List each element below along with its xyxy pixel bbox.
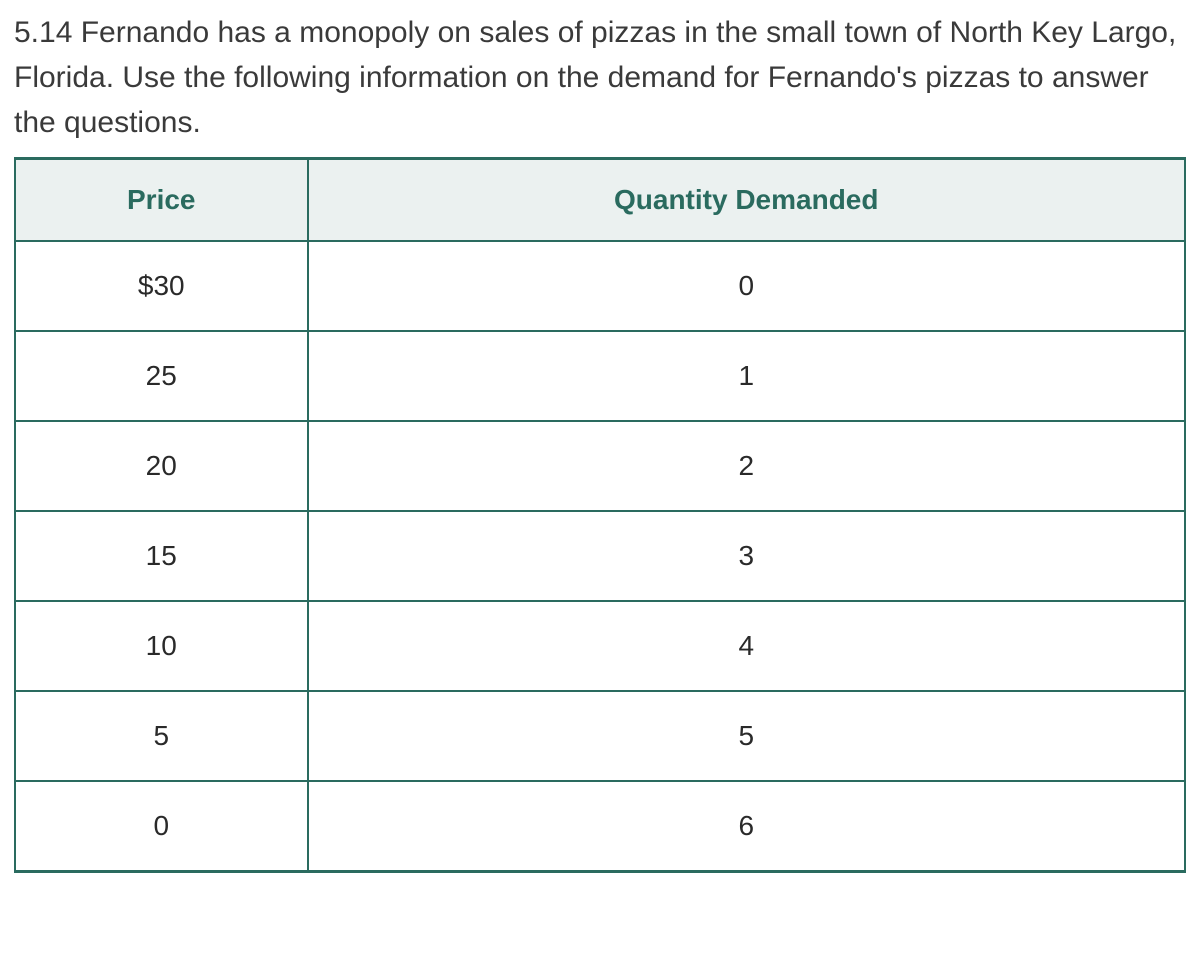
quantity-cell: 6 (308, 781, 1186, 872)
price-cell: 15 (15, 511, 308, 601)
table-header-price: Price (15, 159, 308, 242)
table-row: 20 2 (15, 421, 1185, 511)
table-row: 10 4 (15, 601, 1185, 691)
quantity-cell: 4 (308, 601, 1186, 691)
price-cell: 20 (15, 421, 308, 511)
table-row: 15 3 (15, 511, 1185, 601)
table-header-row: Price Quantity Demanded (15, 159, 1185, 242)
price-cell: 10 (15, 601, 308, 691)
demand-table: Price Quantity Demanded $30 0 25 1 20 2 … (14, 157, 1186, 873)
price-cell: 0 (15, 781, 308, 872)
quantity-cell: 5 (308, 691, 1186, 781)
price-cell: $30 (15, 241, 308, 331)
quantity-cell: 2 (308, 421, 1186, 511)
quantity-cell: 3 (308, 511, 1186, 601)
table-header-quantity: Quantity Demanded (308, 159, 1186, 242)
price-cell: 25 (15, 331, 308, 421)
table-row: 0 6 (15, 781, 1185, 872)
price-cell: 5 (15, 691, 308, 781)
quantity-cell: 1 (308, 331, 1186, 421)
question-text: 5.14 Fernando has a monopoly on sales of… (14, 10, 1186, 145)
table-row: 5 5 (15, 691, 1185, 781)
table-row: 25 1 (15, 331, 1185, 421)
table-row: $30 0 (15, 241, 1185, 331)
quantity-cell: 0 (308, 241, 1186, 331)
